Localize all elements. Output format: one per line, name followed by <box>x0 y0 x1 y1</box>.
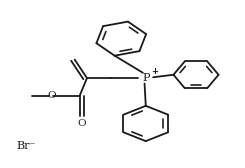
Text: P: P <box>142 73 149 83</box>
Text: +: + <box>152 67 159 76</box>
Text: Br⁻: Br⁻ <box>16 141 35 151</box>
Text: O: O <box>47 91 56 100</box>
Text: O: O <box>77 119 86 129</box>
